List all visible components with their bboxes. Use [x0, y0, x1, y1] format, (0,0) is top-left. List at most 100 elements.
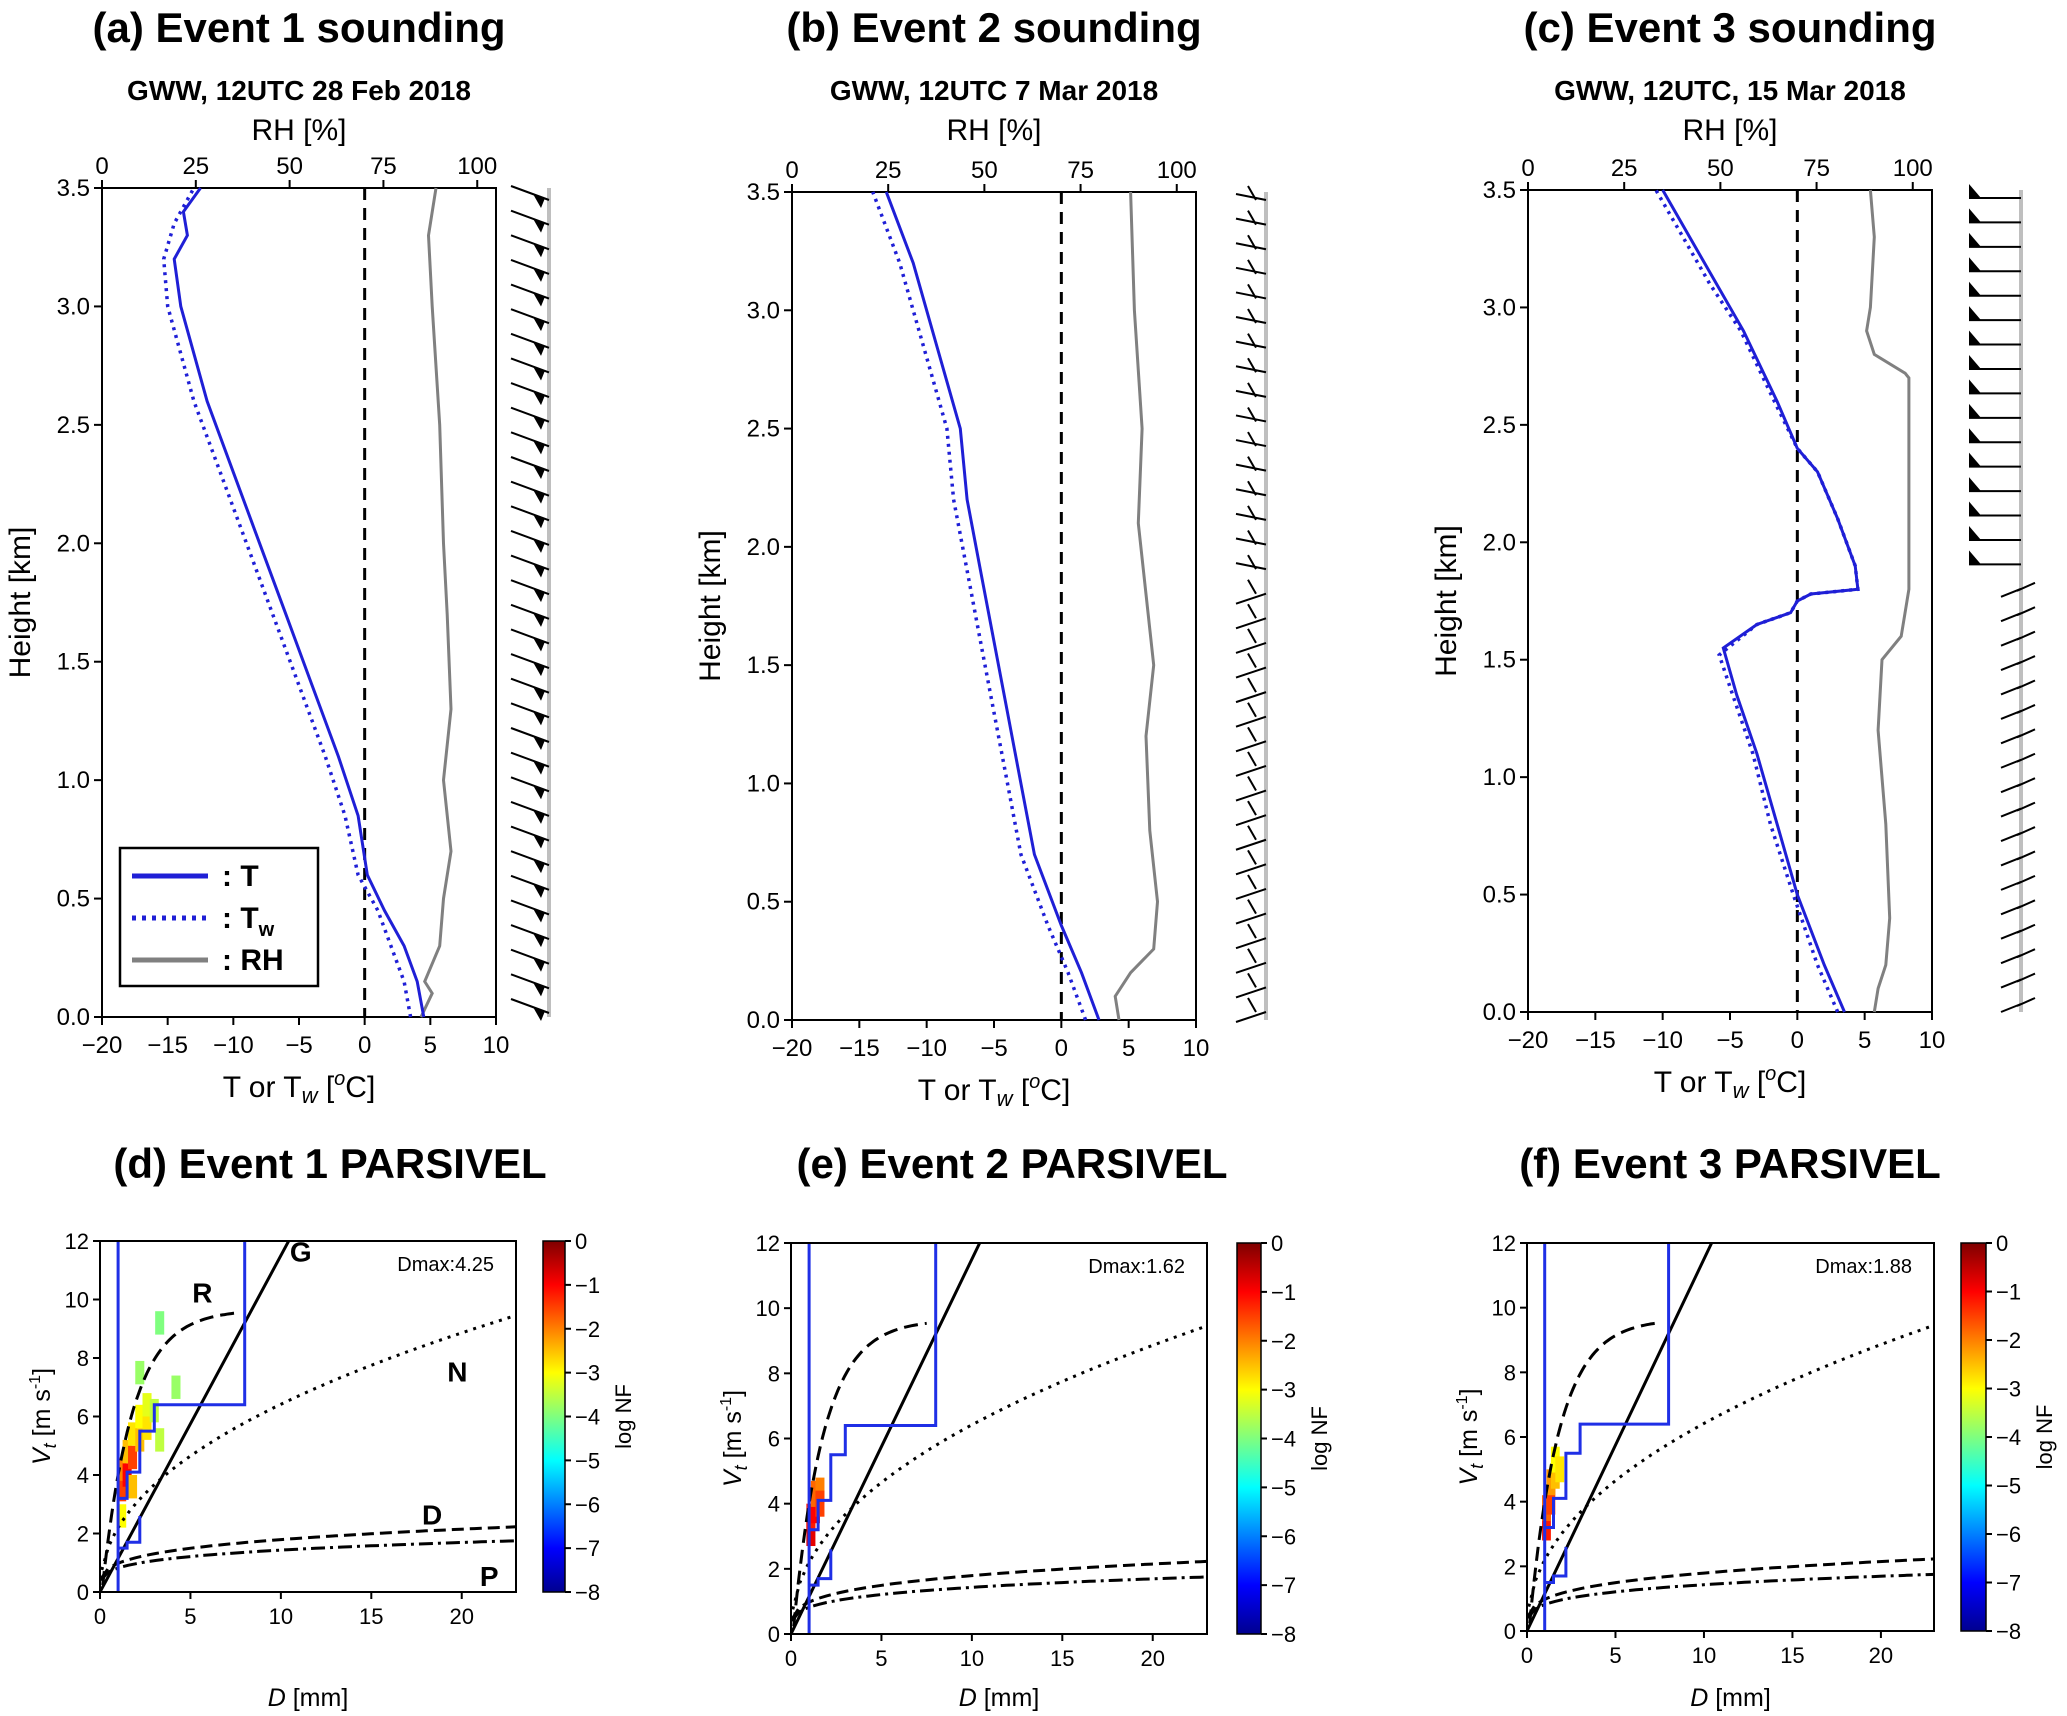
rh-tick-label: 0 — [1521, 155, 1534, 182]
temp-tick-label: 5 — [1858, 1027, 1871, 1054]
wind-barb-feather — [1247, 259, 1257, 275]
wind-barb-flag — [533, 538, 545, 553]
y-tick-label: 4 — [768, 1492, 780, 1517]
diameter-axis-label: D [mm] — [959, 1684, 1040, 1712]
dmax-label: Dmax:1.62 — [1088, 1256, 1185, 1278]
wind-barb-flag — [533, 908, 545, 923]
wind-barb-feather — [2016, 728, 2036, 739]
velocity-axis-label: Vt [m s-1] — [718, 1390, 751, 1487]
wind-barb-feather — [1247, 529, 1257, 545]
height-tick-label: 3.5 — [1483, 177, 1516, 204]
legend: : T: Tw: RH — [118, 846, 320, 988]
wind-barb — [1235, 512, 1267, 521]
sounding-title: (c) Event 3 sounding — [1523, 4, 1936, 51]
wind-barb-feather — [1247, 382, 1257, 398]
height-tick-label: 2.5 — [57, 412, 90, 439]
height-tick-label: 2.0 — [1483, 529, 1516, 556]
height-tick-label: 1.5 — [57, 649, 90, 676]
wind-barb-flag — [533, 662, 545, 677]
y-tick-label: 12 — [756, 1231, 780, 1256]
height-tick-label: 0.0 — [747, 1007, 780, 1034]
wind-barb-flag — [533, 1007, 545, 1021]
plot-frame — [99, 1240, 517, 1593]
plot-area — [1527, 1243, 1934, 1631]
colorbar-tick-label: 0 — [575, 1229, 587, 1254]
y-tick-label: 6 — [768, 1427, 780, 1452]
colorbar-tick-label: −1 — [1271, 1280, 1296, 1305]
wind-barb-feather — [1247, 751, 1257, 767]
wind-barb-flag — [1969, 330, 1981, 345]
velocity-axis-label: Vt [m s-1] — [1454, 1388, 1487, 1485]
wind-barb-flag — [1969, 550, 1981, 565]
colorbar-tick-label: −7 — [575, 1536, 600, 1561]
wind-barb — [1235, 463, 1267, 472]
wind-barb — [1235, 266, 1267, 275]
region-label-dendrite: D — [422, 1500, 442, 1531]
colorbar-tick-label: −8 — [575, 1580, 600, 1605]
temp-tick-label: −10 — [213, 1032, 254, 1059]
wind-barb-feather — [2016, 703, 2036, 714]
colorbar-tick-label: −7 — [1271, 1573, 1296, 1598]
y-tick-label: 4 — [1504, 1490, 1516, 1515]
wind-barb — [1235, 537, 1267, 546]
nf-bin — [117, 1457, 127, 1481]
nf-bin — [1542, 1495, 1551, 1522]
nf-bin — [135, 1360, 145, 1385]
colorbar-label: log NF — [611, 1384, 636, 1449]
wind-barb-feather — [2016, 850, 2036, 861]
wind-barb-feather — [1247, 456, 1257, 472]
region-label-plate: P — [480, 1561, 499, 1592]
wind-barb — [1235, 986, 1267, 999]
sounding-title: (b) Event 2 sounding — [786, 4, 1201, 51]
sounding-subtitle: GWW, 12UTC 7 Mar 2018 — [830, 75, 1158, 106]
temp-tick-label: −20 — [1508, 1027, 1549, 1054]
plot-frame — [1526, 1242, 1935, 1632]
temperature-profile-line — [1661, 189, 1860, 1013]
nf-bin — [142, 1393, 152, 1417]
height-axis-label: Height [km] — [4, 527, 37, 679]
wind-barb-feather — [1247, 357, 1257, 373]
y-tick-label: 0 — [1504, 1619, 1516, 1644]
wind-barb-flag — [533, 612, 545, 627]
wind-barb-feather — [2016, 874, 2036, 885]
wind-barb-flag — [1969, 428, 1981, 443]
legend-label: : Tw — [222, 902, 275, 941]
nf-bin — [155, 1311, 165, 1335]
y-tick-label: 2 — [77, 1522, 89, 1547]
rh-tick-label: 75 — [370, 153, 397, 180]
sounding-panels: (a) Event 1 sounding GWW, 12UTC 28 Feb 20… — [4, 4, 2036, 1111]
nf-bin — [117, 1477, 127, 1502]
y-tick-label: 8 — [1504, 1360, 1516, 1385]
colorbar-tick-label: −4 — [575, 1405, 600, 1430]
region-label-graupel: G — [290, 1236, 312, 1267]
temp-tick-label: −15 — [1575, 1027, 1616, 1054]
wind-barb-feather — [1247, 308, 1257, 324]
nf-bin — [128, 1445, 138, 1470]
wind-barb-feather — [1247, 874, 1257, 890]
colorbar-tick-label: −1 — [575, 1273, 600, 1298]
height-tick-label: 2.5 — [747, 416, 780, 443]
wind-barb-flag — [533, 686, 545, 701]
colorbar-tick-label: −2 — [1996, 1328, 2021, 1353]
rh-tick-label: 0 — [95, 153, 108, 180]
wind-barb-feather — [1247, 726, 1257, 742]
rh-axis-label: RH [%] — [946, 114, 1041, 147]
fallspeed-filter-lower — [809, 1549, 833, 1587]
wind-barb-feather — [1247, 972, 1257, 988]
wind-barb — [1235, 740, 1267, 753]
y-tick-label: 6 — [77, 1405, 89, 1430]
wind-barb — [1235, 617, 1267, 630]
y-tick-label: 12 — [65, 1229, 89, 1254]
wind-barb-flag — [1969, 354, 1981, 369]
temp-tick-label: −10 — [1642, 1027, 1683, 1054]
rh-profile-line — [1865, 189, 1911, 1013]
height-tick-label: 1.0 — [57, 767, 90, 794]
colorbar-tick-label: 0 — [1271, 1231, 1283, 1256]
rh-tick-label: 50 — [1707, 155, 1734, 182]
wind-barb-feather — [1247, 899, 1257, 915]
fallspeed-filter-upper — [807, 1243, 938, 1634]
x-tick-label: 15 — [359, 1604, 383, 1629]
x-tick-label: 0 — [94, 1604, 106, 1629]
rh-tick-label: 75 — [1803, 155, 1830, 182]
